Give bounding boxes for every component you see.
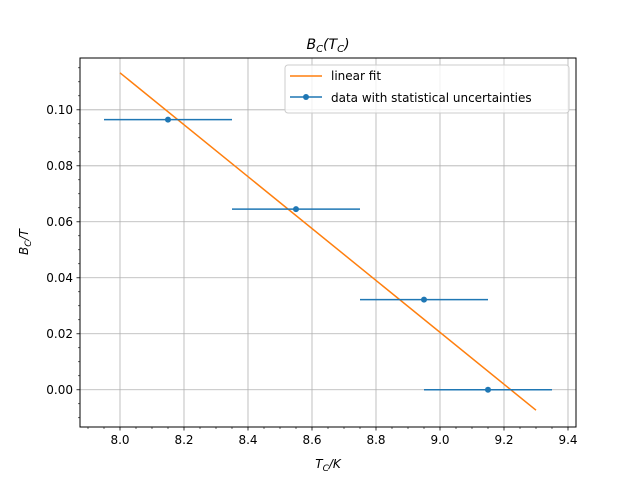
chart-title: BC(TC) [306, 37, 349, 55]
x-tick-label: 8.6 [302, 433, 321, 447]
y-tick-label: 0.02 [46, 327, 73, 341]
y-tick-label: 0.08 [46, 159, 73, 173]
x-axis-label: TC/K [315, 457, 342, 474]
x-tick-label: 8.4 [238, 433, 257, 447]
title-close-paren: ) [343, 37, 349, 53]
data-points-layer [104, 116, 552, 393]
data-point [421, 296, 427, 303]
legend-box [284, 64, 570, 114]
x-axis-ticks: 8.0 8.2 8.4 8.6 8.8 9.0 9.2 9.4 [87, 427, 578, 447]
x-axis-symbol: T [315, 457, 324, 471]
data-point [165, 116, 171, 123]
title-symbol-subscript: C [316, 44, 323, 55]
legend-data-label: data with statistical uncertainties [331, 91, 532, 105]
data-point [485, 386, 491, 393]
x-axis-unit: /K [328, 457, 342, 471]
x-tick-label: 9.4 [558, 433, 577, 447]
x-tick-label: 8.0 [110, 433, 129, 447]
y-tick-label: 0.04 [46, 271, 73, 285]
title-symbol: B [306, 37, 316, 53]
y-axis-label: BC/T [17, 227, 34, 255]
y-axis-ticks: 0.00 0.02 0.04 0.06 0.08 0.10 [46, 67, 80, 419]
linear-fit-line [119, 72, 537, 411]
y-tick-label: 0.10 [46, 103, 73, 117]
legend: linear fit data with statistical uncerta… [284, 64, 570, 114]
x-tick-label: 9.2 [494, 433, 513, 447]
y-tick-label: 0.00 [46, 383, 73, 397]
legend-linear-fit-label: linear fit [331, 69, 381, 83]
x-tick-label: 9.0 [430, 433, 449, 447]
y-axis-unit: /T [17, 227, 31, 241]
x-tick-label: 8.2 [174, 433, 193, 447]
y-tick-label: 0.06 [46, 215, 73, 229]
y-axis-symbol-subscript: C [24, 240, 34, 247]
title-argument: T [329, 37, 339, 53]
title-argument-subscript: C [337, 44, 344, 55]
title-open-paren: ( [323, 37, 329, 53]
legend-data-marker [303, 94, 309, 100]
x-axis-symbol-subscript: C [323, 464, 330, 474]
linear-fit-layer [119, 72, 537, 411]
data-point [293, 206, 299, 213]
x-tick-label: 8.8 [366, 433, 385, 447]
y-axis-symbol: B [17, 247, 31, 255]
